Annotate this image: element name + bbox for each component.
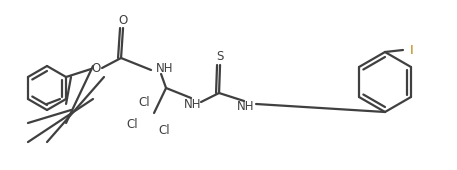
Text: Cl: Cl — [127, 118, 138, 132]
Text: O: O — [91, 62, 101, 74]
Text: Cl: Cl — [158, 124, 170, 138]
Text: S: S — [216, 50, 224, 64]
Text: NH: NH — [156, 63, 174, 75]
Text: Cl: Cl — [138, 97, 150, 109]
Text: NH: NH — [184, 98, 202, 111]
Text: I: I — [410, 44, 414, 56]
Text: O: O — [118, 13, 128, 27]
Text: NH: NH — [237, 100, 255, 114]
